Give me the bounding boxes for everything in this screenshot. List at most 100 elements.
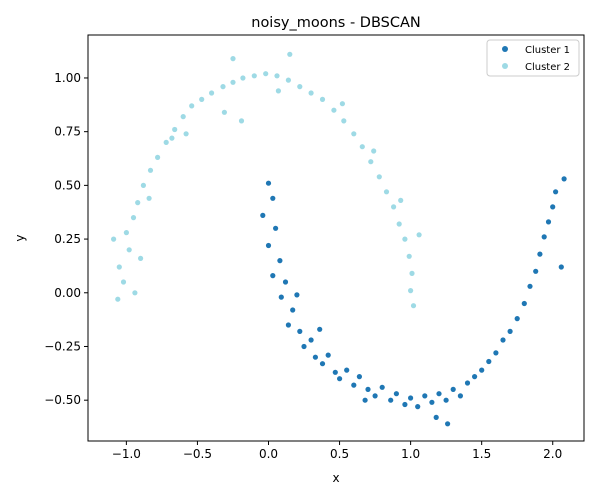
x-tick-label: −1.0 xyxy=(112,447,141,461)
data-point-cluster-2 xyxy=(155,154,161,160)
data-point-cluster-1 xyxy=(545,219,552,225)
data-point-cluster-2 xyxy=(383,189,390,195)
data-point-cluster-2 xyxy=(111,236,117,242)
data-point-cluster-1 xyxy=(415,404,421,410)
data-point-cluster-1 xyxy=(351,382,357,388)
data-point-cluster-1 xyxy=(553,189,559,195)
data-point-cluster-1 xyxy=(422,393,428,399)
data-point-cluster-2 xyxy=(368,159,374,165)
data-point-cluster-1 xyxy=(278,294,284,300)
data-point-cluster-2 xyxy=(287,51,293,57)
data-point-cluster-1 xyxy=(294,292,300,298)
legend-marker-cluster-2 xyxy=(502,63,508,69)
legend-marker-cluster-1 xyxy=(502,46,508,52)
data-point-cluster-2 xyxy=(238,118,245,124)
data-point-cluster-1 xyxy=(521,300,527,307)
data-point-cluster-1 xyxy=(317,326,323,332)
y-tick-label: 0.00 xyxy=(54,286,81,300)
data-point-cluster-1 xyxy=(308,337,314,343)
data-point-cluster-2 xyxy=(410,303,417,309)
data-point-cluster-2 xyxy=(319,96,326,102)
y-tick-label: 0.75 xyxy=(54,125,81,139)
data-point-cluster-1 xyxy=(472,374,478,380)
data-point-cluster-1 xyxy=(408,395,414,401)
data-point-cluster-2 xyxy=(199,96,205,102)
data-point-cluster-1 xyxy=(436,391,442,397)
chart-title: noisy_moons - DBSCAN xyxy=(251,15,421,31)
data-point-cluster-2 xyxy=(275,88,281,94)
data-point-cluster-1 xyxy=(479,367,485,373)
data-point-cluster-1 xyxy=(265,180,272,186)
data-point-cluster-2 xyxy=(138,255,144,261)
data-point-cluster-1 xyxy=(290,307,296,313)
legend-label-cluster-1: Cluster 1 xyxy=(525,45,570,56)
data-point-cluster-2 xyxy=(391,204,397,210)
data-point-cluster-1 xyxy=(433,414,439,420)
data-point-cluster-1 xyxy=(541,234,547,240)
data-point-cluster-1 xyxy=(285,322,291,328)
x-tick-label: 1.0 xyxy=(401,447,420,461)
data-point-cluster-1 xyxy=(388,397,394,403)
data-point-cluster-1 xyxy=(379,384,385,390)
data-point-cluster-1 xyxy=(393,391,399,397)
data-point-cluster-2 xyxy=(274,73,280,79)
y-tick-label: 1.00 xyxy=(54,71,81,85)
data-point-cluster-1 xyxy=(265,242,272,249)
x-tick-label: 0.0 xyxy=(259,447,278,461)
data-point-cluster-1 xyxy=(273,225,279,231)
data-point-cluster-2 xyxy=(120,279,127,285)
data-point-cluster-2 xyxy=(331,107,337,113)
data-point-cluster-1 xyxy=(356,374,362,380)
data-point-cluster-2 xyxy=(130,215,137,221)
data-point-cluster-1 xyxy=(464,380,471,386)
data-point-cluster-2 xyxy=(416,232,422,238)
data-point-cluster-2 xyxy=(408,288,414,294)
data-point-cluster-2 xyxy=(371,148,377,154)
data-point-cluster-2 xyxy=(240,75,246,81)
data-point-cluster-1 xyxy=(402,401,408,408)
data-point-cluster-2 xyxy=(396,221,402,227)
data-point-cluster-2 xyxy=(180,114,186,120)
points-layer xyxy=(111,51,567,427)
data-point-cluster-2 xyxy=(398,197,404,203)
data-point-cluster-1 xyxy=(301,343,307,350)
y-axis-ticks: −0.50 −0.25 0.00 0.25 0.50 0.75 1.00 xyxy=(44,71,88,407)
data-point-cluster-1 xyxy=(457,393,463,399)
data-point-cluster-2 xyxy=(189,103,195,109)
data-point-cluster-2 xyxy=(172,126,178,133)
data-point-cluster-2 xyxy=(126,247,132,253)
data-point-cluster-2 xyxy=(146,195,152,201)
data-point-cluster-1 xyxy=(533,268,539,274)
data-point-cluster-2 xyxy=(308,90,314,96)
data-point-cluster-2 xyxy=(297,84,303,90)
data-point-cluster-2 xyxy=(230,56,236,62)
data-point-cluster-2 xyxy=(169,135,175,141)
data-point-cluster-2 xyxy=(115,296,121,302)
data-point-cluster-2 xyxy=(376,174,382,180)
data-point-cluster-1 xyxy=(486,358,492,365)
data-point-cluster-2 xyxy=(221,109,227,115)
plot-frame xyxy=(87,34,585,442)
data-point-cluster-1 xyxy=(270,273,276,279)
legend-label-cluster-2: Cluster 2 xyxy=(525,62,570,73)
data-point-cluster-2 xyxy=(209,90,215,96)
x-tick-label: −0.5 xyxy=(183,447,212,461)
y-tick-label: 0.50 xyxy=(54,178,81,192)
data-point-cluster-1 xyxy=(537,251,543,257)
data-point-cluster-1 xyxy=(344,367,350,373)
data-point-cluster-1 xyxy=(277,258,283,264)
data-point-cluster-2 xyxy=(123,230,129,236)
data-point-cluster-1 xyxy=(450,386,456,392)
data-point-cluster-1 xyxy=(527,283,533,289)
data-point-cluster-2 xyxy=(359,144,365,150)
data-point-cluster-1 xyxy=(282,279,289,285)
data-point-cluster-1 xyxy=(445,421,451,427)
data-point-cluster-1 xyxy=(319,361,326,367)
data-point-cluster-1 xyxy=(507,328,513,334)
data-point-cluster-1 xyxy=(312,354,318,360)
y-axis-label: y xyxy=(13,234,27,241)
x-axis-ticks: −1.0 −0.5 0.0 0.5 1.0 1.5 2.0 xyxy=(112,441,562,461)
